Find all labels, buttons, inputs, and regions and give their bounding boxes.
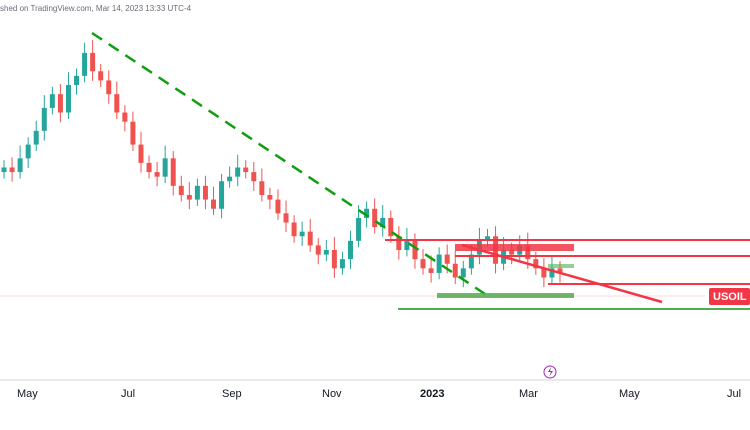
candle-body[interactable] [49,94,55,108]
x-tick-label: May [17,388,38,400]
candle-body[interactable] [533,259,539,269]
support-zone-small[interactable] [548,264,574,268]
candle-body[interactable] [162,158,168,177]
x-axis-labels: May Jul Sep Nov 2023 Mar May Jul [17,388,741,400]
candle-body[interactable] [9,167,15,173]
candle-body[interactable] [444,254,450,264]
candle-body[interactable] [227,176,233,182]
candle-body[interactable] [57,94,63,113]
candle-body[interactable] [17,158,23,173]
symbol-label: USOIL [713,291,747,303]
candle-body[interactable] [509,250,515,255]
candle-body[interactable] [25,144,31,159]
candle-body[interactable] [323,250,329,255]
candle-body[interactable] [525,245,531,260]
resistance-zone[interactable] [455,244,574,251]
candle-body[interactable] [356,217,362,241]
x-tick-label: Jul [727,388,741,400]
candle-body[interactable] [194,185,200,200]
candle-body[interactable] [90,52,96,72]
x-tick-label: May [619,388,640,400]
candle-body[interactable] [291,222,297,237]
candle-body[interactable] [202,185,208,200]
candle-body[interactable] [154,172,160,177]
x-tick-label: 2023 [420,388,444,400]
candle-body[interactable] [219,181,225,209]
candle-body[interactable] [186,195,192,200]
x-tick-label: Nov [322,388,342,400]
symbol-badge[interactable] [709,288,750,305]
candle-body[interactable] [82,52,88,76]
candle-body[interactable] [122,112,128,122]
candle-body[interactable] [541,268,547,278]
candle-body[interactable] [138,144,144,163]
candle-body[interactable] [364,208,370,218]
candle-body[interactable] [347,240,353,260]
candle-body[interactable] [74,75,80,85]
candle-body[interactable] [283,213,289,223]
x-tick-label: Mar [519,388,538,400]
candle-body[interactable] [267,195,273,200]
candle-body[interactable] [468,254,474,269]
candle-body[interactable] [331,250,337,269]
candle-body[interactable] [460,268,466,278]
candle-body[interactable] [549,268,555,278]
candle-body[interactable] [380,217,386,228]
candle-body[interactable] [211,199,217,209]
x-tick-label: Jul [121,388,135,400]
candle-body[interactable] [130,121,136,145]
candle-body[interactable] [114,94,120,113]
candle-body[interactable] [436,254,442,273]
candle-body[interactable] [420,259,426,269]
candle-body[interactable] [412,240,418,260]
candle-body[interactable] [259,181,265,195]
candle-body[interactable] [33,130,39,145]
candle-body[interactable] [557,268,563,273]
candle-body[interactable] [484,236,490,241]
candle-body[interactable] [65,85,71,113]
candle-body[interactable] [275,199,281,214]
x-tick-label: Sep [222,388,242,400]
candle-body[interactable] [146,162,152,173]
candle-body[interactable] [452,263,458,278]
candle-body[interactable] [372,208,378,228]
candle-body[interactable] [41,107,47,131]
candle-body[interactable] [251,172,257,182]
candle-body[interactable] [388,217,394,237]
candle-body[interactable] [396,236,402,250]
candle-body[interactable] [243,167,249,173]
candle-body[interactable] [339,259,345,269]
red-downtrend-line[interactable] [461,243,663,304]
candle-body[interactable] [235,167,241,177]
candle-body[interactable] [106,80,112,95]
candle-body[interactable] [315,245,321,255]
candle-body[interactable] [404,240,410,250]
support-zone[interactable] [437,293,574,298]
candle-body[interactable] [307,231,313,246]
lightning-icon[interactable] [543,365,557,379]
candle-body[interactable] [170,158,176,186]
candle-body[interactable] [1,167,7,173]
candle-body[interactable] [98,71,104,81]
candle-body[interactable] [178,185,184,195]
publish-watermark: shed on TradingView.com, Mar 14, 2023 13… [0,4,192,13]
candle-body[interactable] [428,268,434,273]
candle-body[interactable] [299,231,305,237]
